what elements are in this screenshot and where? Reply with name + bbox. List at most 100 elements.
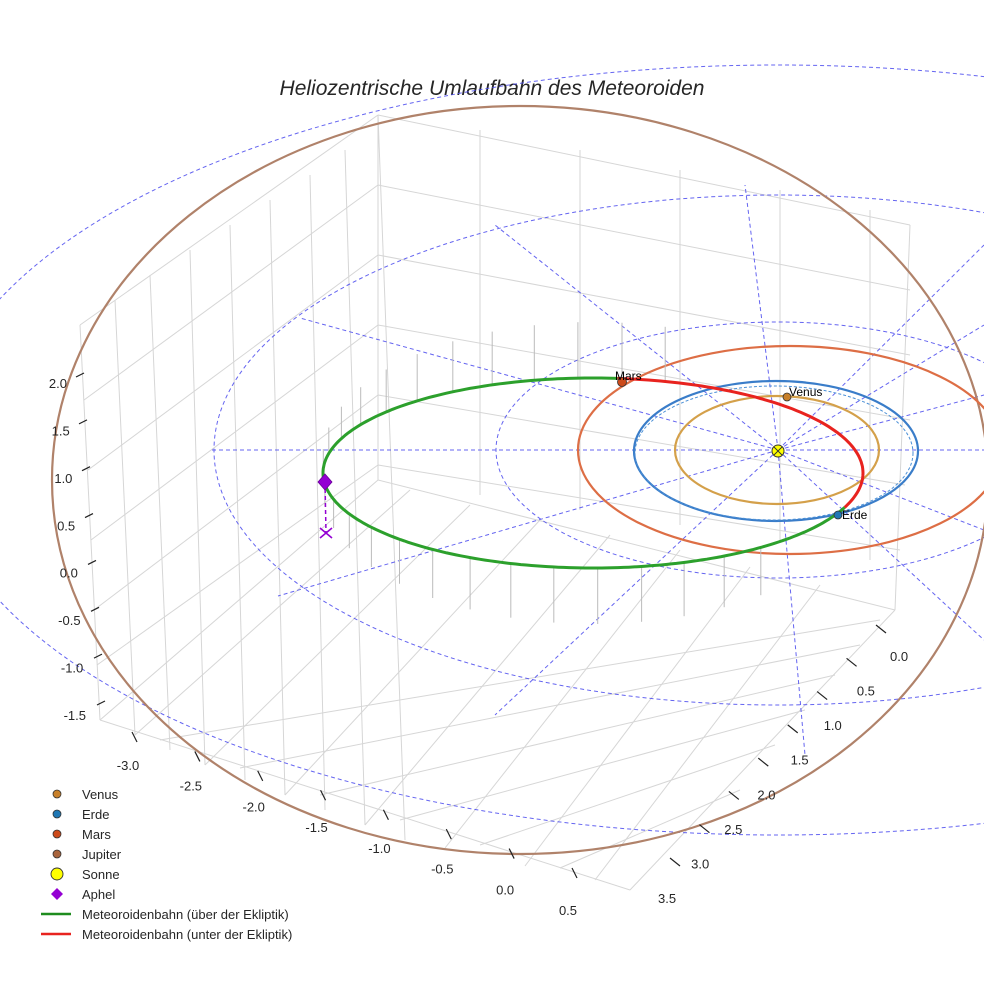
grid-line bbox=[344, 149, 366, 826]
legend: Venus Erde Mars Jupiter Sonne Aphel Meteoroide… bbox=[41, 787, 292, 942]
grid-line bbox=[90, 324, 379, 541]
legend-marker bbox=[52, 809, 62, 819]
mars-label: Mars bbox=[615, 369, 642, 383]
x-axis-tick bbox=[571, 867, 578, 879]
grid-line bbox=[239, 644, 861, 769]
z-axis-tick bbox=[84, 513, 94, 519]
venus-label: Venus bbox=[789, 385, 822, 399]
legend-label: Venus bbox=[82, 787, 119, 802]
x-axis-tick bbox=[257, 770, 264, 782]
grid-line bbox=[284, 519, 541, 796]
trajectory-above-ecliptic bbox=[321, 376, 846, 570]
x-axis-tick bbox=[131, 731, 138, 743]
axis-ticks bbox=[75, 372, 887, 879]
aphel-marker bbox=[317, 473, 333, 491]
grid-line bbox=[399, 709, 806, 821]
grid-line bbox=[377, 324, 911, 421]
grid-line bbox=[479, 744, 776, 846]
venus-marker bbox=[782, 392, 792, 402]
grid-line bbox=[319, 674, 836, 796]
grid-line bbox=[377, 479, 896, 611]
legend-marker bbox=[52, 829, 62, 839]
legend-entry: Erde bbox=[52, 807, 109, 822]
z-axis-tick-label: -1.0 bbox=[61, 661, 83, 676]
z-axis-tick-label: -0.5 bbox=[58, 613, 80, 628]
legend-label: Meteoroidenbahn (unter der Ekliptik) bbox=[82, 927, 292, 942]
aphel-drop-line bbox=[324, 481, 327, 534]
grid-line bbox=[114, 299, 136, 736]
legend-label: Jupiter bbox=[82, 847, 122, 862]
legend-label: Erde bbox=[82, 807, 109, 822]
grid-line bbox=[149, 274, 171, 751]
mars-orbit bbox=[576, 344, 984, 556]
grid-line bbox=[524, 566, 751, 867]
earth-marker bbox=[833, 510, 843, 520]
aphel-projection-marker bbox=[319, 527, 333, 539]
y-axis-tick bbox=[699, 824, 710, 834]
legend-entry: Venus bbox=[52, 787, 119, 802]
reference-ray bbox=[777, 449, 984, 531]
grid-line bbox=[377, 114, 911, 226]
x-axis-tick-label: -1.0 bbox=[368, 841, 390, 856]
z-axis-tick-label: 0.0 bbox=[60, 566, 78, 581]
legend-entry: Meteoroidenbahn (unter der Ekliptik) bbox=[41, 927, 292, 942]
planet-orbits bbox=[51, 105, 984, 855]
grid-line bbox=[377, 184, 911, 291]
ecliptic-reference-grid bbox=[0, 64, 984, 836]
trajectory-drop-lines bbox=[322, 322, 762, 624]
grid-line bbox=[444, 549, 681, 849]
reference-ray bbox=[494, 449, 779, 716]
x-axis-tick bbox=[445, 828, 452, 840]
grid-line bbox=[83, 184, 379, 401]
grid-line bbox=[594, 584, 821, 881]
grid-line bbox=[377, 394, 906, 486]
reference-ray bbox=[299, 317, 779, 451]
z-axis-tick bbox=[96, 700, 106, 706]
grid-line bbox=[134, 489, 411, 736]
sun-marker bbox=[771, 444, 785, 458]
z-axis-tick-label: 0.5 bbox=[57, 518, 75, 533]
z-axis-tick-label: 1.5 bbox=[52, 423, 70, 438]
z-axis-tick bbox=[81, 466, 91, 472]
y-axis-tick bbox=[816, 691, 828, 701]
grid-line bbox=[559, 789, 741, 869]
chart-title: Heliozentrische Umlaufbahn des Meteoroid… bbox=[280, 77, 705, 100]
reference-ray bbox=[277, 449, 779, 597]
grid-line bbox=[364, 534, 611, 826]
legend-marker bbox=[50, 867, 64, 881]
y-axis-tick bbox=[728, 790, 740, 800]
sun-cross bbox=[773, 446, 783, 456]
z-axis-tick-label: 1.0 bbox=[54, 471, 72, 486]
y-axis-tick-label: 3.0 bbox=[691, 856, 709, 871]
z-axis-tick bbox=[90, 606, 100, 612]
grid-line bbox=[87, 254, 379, 471]
y-axis-tick-label: 2.5 bbox=[724, 822, 742, 837]
grid-line bbox=[629, 609, 896, 891]
legend-marker bbox=[51, 888, 63, 900]
y-axis-tick bbox=[875, 624, 887, 634]
x-axis-tick-label: -0.5 bbox=[431, 862, 453, 877]
meteoroid-trajectory bbox=[321, 376, 865, 570]
y-axis-tick-label: 2.0 bbox=[757, 787, 775, 802]
legend-label: Meteoroidenbahn (über der Ekliptik) bbox=[82, 907, 289, 922]
grid-line bbox=[377, 254, 911, 356]
y-axis-tick-label: 3.5 bbox=[658, 891, 676, 906]
reference-ray bbox=[744, 184, 779, 451]
y-axis-tick bbox=[757, 757, 769, 767]
y-axis-tick-label: 0.5 bbox=[857, 684, 875, 699]
venus-orbit bbox=[673, 394, 881, 506]
legend-label: Sonne bbox=[82, 867, 120, 882]
y-axis-tick-label: 1.0 bbox=[824, 718, 842, 733]
x-axis-tick-label: 0.5 bbox=[559, 903, 577, 918]
z-axis-tick bbox=[75, 372, 85, 378]
reference-ray bbox=[777, 394, 984, 451]
z-axis-tick bbox=[93, 653, 103, 659]
grid-line bbox=[79, 324, 101, 721]
legend-entry: Mars bbox=[52, 827, 111, 842]
grid-line bbox=[269, 199, 286, 796]
x-axis-tick-label: -1.5 bbox=[305, 820, 327, 835]
axes-grid bbox=[79, 114, 911, 891]
reference-ray bbox=[777, 449, 806, 756]
z-axis-tick-label: 2.0 bbox=[49, 376, 67, 391]
